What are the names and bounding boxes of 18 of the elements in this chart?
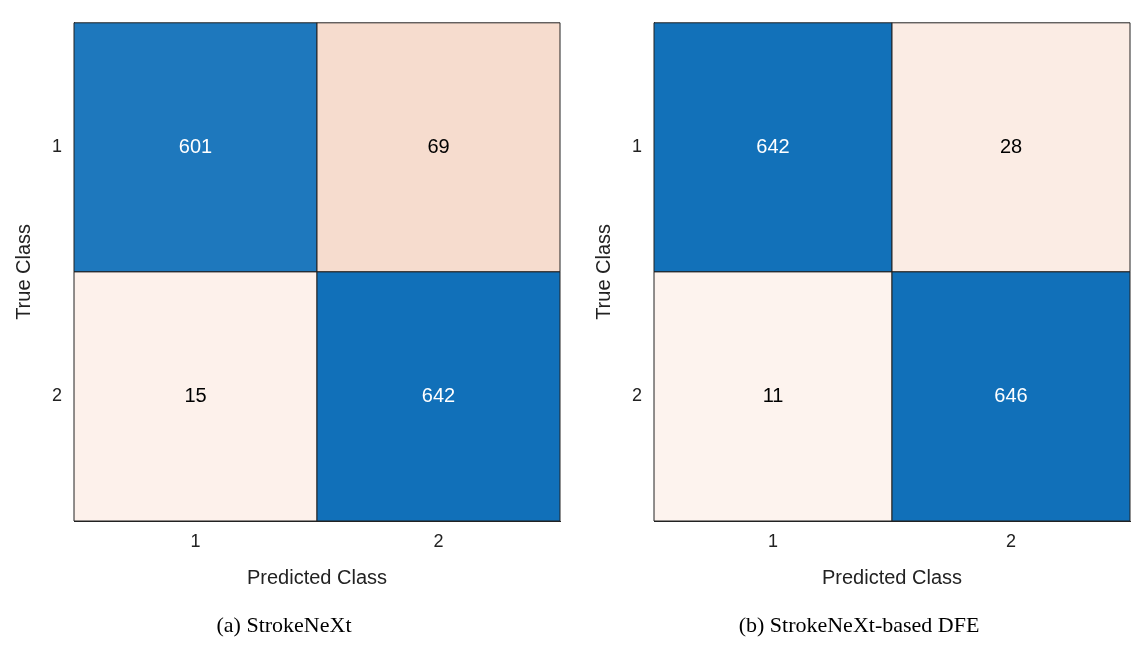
data-label: 11 (762, 383, 784, 406)
y-axis-title: True Class (591, 223, 614, 320)
x-tick-label: 2 (433, 530, 444, 551)
text: (a) StrokeNeXt (216, 611, 352, 637)
data-label: 642 (421, 383, 456, 406)
data-label: 69 (427, 134, 450, 157)
x-axis-title: Predicted Class (821, 566, 963, 589)
x-axis-title: Predicted Class (246, 566, 388, 589)
data-label: 646 (994, 383, 1028, 406)
y-axis-title: True Class (11, 223, 34, 320)
data-label: 15 (184, 383, 207, 406)
text: (b) StrokeNeXt-based DFE (738, 611, 980, 637)
data-label: 642 (756, 134, 790, 157)
x-tick-label: 1 (190, 530, 201, 551)
x-tick-label: 1 (768, 530, 779, 551)
data-label: 28 (999, 134, 1023, 157)
data-label: 601 (178, 134, 213, 157)
x-tick-label: 2 (1005, 530, 1017, 551)
